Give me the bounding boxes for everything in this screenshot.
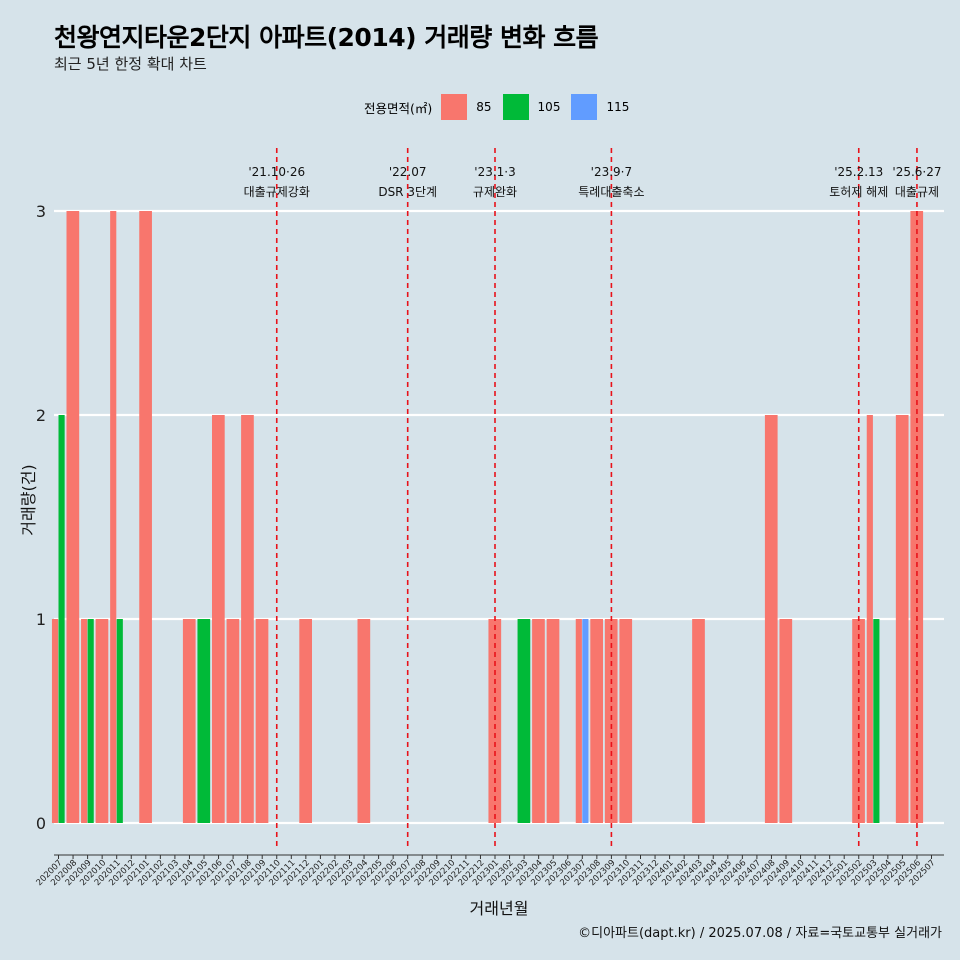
bar-202408-85 <box>764 415 778 823</box>
bar-202112-85 <box>299 619 312 823</box>
bar-202101-85 <box>139 211 152 823</box>
legend-label-105: 105 <box>537 100 561 114</box>
bar-202010-85 <box>95 619 109 823</box>
x-axis-title: 거래년월 <box>470 899 529 918</box>
legend-label-115: 115 <box>606 100 630 114</box>
annotation-date-0: '21.10·26 <box>248 165 305 179</box>
bar-202403-85 <box>692 619 705 823</box>
y-tick-label-1: 1 <box>36 610 46 629</box>
annotation-text-0: 대출규제강화 <box>244 185 310 199</box>
bar-202107-85 <box>226 619 240 823</box>
bar-202011-105 <box>116 619 123 823</box>
annotation-date-4: '25.2.13 <box>834 165 883 179</box>
bar-202310-85 <box>619 619 633 823</box>
bar-202301-85 <box>488 619 502 823</box>
annotation-text-2: 규제완화 <box>473 185 517 199</box>
annotation-text-4: 토허제 해제 <box>829 185 888 199</box>
bar-202503-105 <box>873 619 880 823</box>
bar-202502-85 <box>852 619 865 823</box>
bar-202008-85 <box>66 211 80 823</box>
legend-swatch-115 <box>571 94 598 120</box>
legend-item-85: 85 <box>441 94 492 120</box>
bar-202308-85 <box>590 619 603 823</box>
bar-202106-85 <box>212 415 225 823</box>
legend-swatch-105 <box>502 94 529 120</box>
y-tick-label-0: 0 <box>36 814 46 833</box>
bar-202309-85 <box>604 619 618 823</box>
legend-label-85: 85 <box>476 100 492 114</box>
bar-202409-85 <box>779 619 793 823</box>
annotation-date-2: '23.1·3 <box>474 165 515 179</box>
bar-202007-105 <box>58 415 65 823</box>
bar-202303-105 <box>517 619 531 823</box>
source-credit: ©디아파트(dapt.kr) / 2025.07.08 / 자료=국토교통부 실… <box>578 926 942 941</box>
bar-202007-85 <box>51 619 59 823</box>
legend-swatch-85 <box>441 94 468 120</box>
bar-202009-85 <box>81 619 88 823</box>
y-tick-label-3: 3 <box>36 202 46 221</box>
bar-202104-85 <box>182 619 196 823</box>
bar-202108-85 <box>241 415 254 823</box>
chart-title: 천왕연지타운2단지 아파트(2014) 거래량 변화 흐름 <box>54 23 599 52</box>
bar-202505-85 <box>895 415 909 823</box>
legend-item-105: 105 <box>502 94 561 120</box>
annotation-date-5: '25.6·27 <box>892 165 941 179</box>
annotation-text-5: 대출규제 <box>895 185 939 199</box>
legend: 전용면적(㎡) 85 105 115 <box>364 93 640 121</box>
bar-202307-115 <box>582 619 589 823</box>
bar-202307-85 <box>575 619 582 823</box>
bar-202109-85 <box>255 619 269 823</box>
legend-item-115: 115 <box>571 94 629 120</box>
annotation-text-1: DSR 3단계 <box>378 185 437 199</box>
legend-title: 전용면적(㎡) <box>364 100 433 116</box>
bar-202011-85 <box>110 211 117 823</box>
bar-202009-105 <box>87 619 94 823</box>
annotation-text-3: 특례대출축소 <box>578 185 644 199</box>
annotation-date-1: '22.07 <box>389 165 427 179</box>
y-axis-title: 거래량(건) <box>19 464 38 535</box>
annotation-date-3: '23.9·7 <box>591 165 632 179</box>
bar-202105-105 <box>197 619 211 823</box>
chart-subtitle: 최근 5년 한정 확대 차트 <box>54 55 207 73</box>
y-tick-label-2: 2 <box>36 406 46 425</box>
bar-202305-85 <box>546 619 560 823</box>
bar-202204-85 <box>357 619 371 823</box>
bar-202304-85 <box>532 619 545 823</box>
bar-202503-85 <box>866 415 873 823</box>
